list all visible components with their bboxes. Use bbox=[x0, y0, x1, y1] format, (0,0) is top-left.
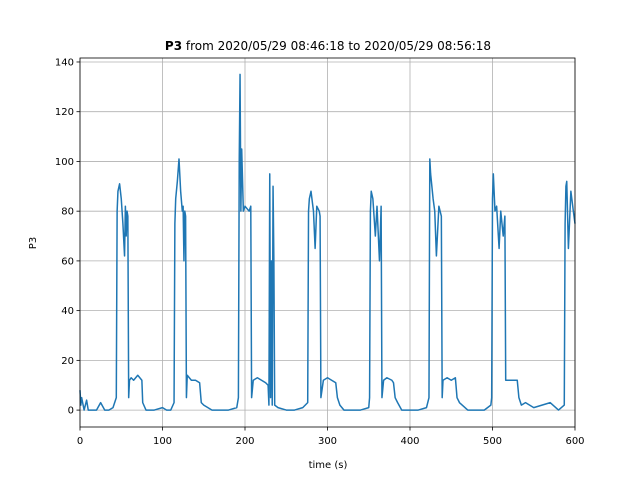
y-tick-label: 60 bbox=[61, 256, 74, 267]
x-axis-label: time (s) bbox=[309, 460, 348, 471]
x-tick-label: 300 bbox=[318, 436, 337, 447]
y-tick-label: 140 bbox=[55, 57, 74, 68]
y-tick-label: 40 bbox=[61, 306, 74, 317]
y-tick-label: 80 bbox=[61, 207, 74, 218]
y-tick-label: 120 bbox=[55, 107, 74, 118]
y-axis-label: P3 bbox=[28, 237, 39, 249]
chart-title: P3 from 2020/05/29 08:46:18 to 2020/05/2… bbox=[165, 39, 491, 53]
x-tick-label: 200 bbox=[235, 436, 254, 447]
x-tick-label: 500 bbox=[483, 436, 502, 447]
x-tick-label: 400 bbox=[400, 436, 419, 447]
plot-frame bbox=[79, 57, 576, 428]
x-tick-label: 0 bbox=[77, 436, 83, 447]
y-tick-label: 0 bbox=[68, 406, 74, 417]
x-tick-label: 600 bbox=[565, 436, 584, 447]
title-rest: from 2020/05/29 08:46:18 to 2020/05/29 0… bbox=[186, 39, 491, 53]
x-tick-label: 100 bbox=[153, 436, 172, 447]
title-bold: P3 bbox=[165, 39, 182, 53]
data-line bbox=[79, 73, 576, 411]
y-tick-label: 100 bbox=[55, 157, 74, 168]
y-tick-label: 20 bbox=[61, 356, 74, 367]
